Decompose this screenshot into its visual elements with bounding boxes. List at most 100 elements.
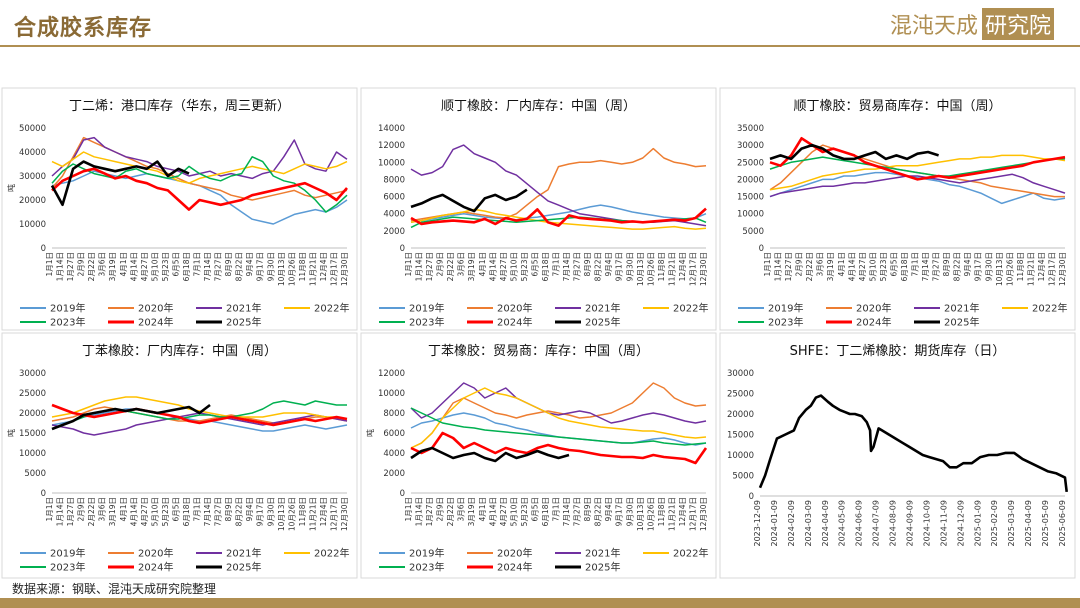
x-tick-label: 2月22日 — [446, 252, 455, 281]
x-tick-label: 8月22日 — [235, 497, 244, 526]
x-tick-label: 11月8日 — [657, 252, 666, 281]
legend-label-2024: 2024年 — [497, 316, 532, 329]
chart-panel-4: 丁苯橡胶：厂内库存：中国（周） 0 5000 10000 15000 20000 25000… — [1, 332, 358, 579]
chart-panel-1: 丁二烯：港口库存（华东，周三更新） 0 10000 20000 30000 40000 50… — [1, 87, 358, 331]
x-tick-label: 2月9日 — [77, 252, 86, 277]
chart-title: 丁苯橡胶：贸易商：库存：中国（周） — [428, 343, 649, 359]
x-tick-label: 12月4日 — [319, 252, 328, 281]
y-axis-label: 吨 — [365, 429, 375, 437]
x-tick-label: 4月27日 — [858, 252, 867, 281]
legend-label-2023: 2023年 — [768, 316, 803, 329]
x-tick-label: 1月14日 — [56, 497, 65, 526]
x-tick-label: 7月1日 — [193, 497, 202, 522]
x-tick-label: 10月26日 — [287, 252, 296, 286]
x-tick-label: 12月17日 — [1047, 252, 1056, 286]
legend-label-2021: 2021年 — [944, 302, 979, 315]
legend-label-2025: 2025年 — [226, 561, 261, 574]
x-tick-label: 2月22日 — [446, 497, 455, 526]
chart-title: SHFE：丁二烯橡胶：期货库存（日） — [790, 343, 1006, 359]
x-tick-label: 12月30日 — [699, 497, 708, 531]
y-tick-label: 0 — [749, 492, 754, 502]
x-tick-label: 5月10日 — [150, 497, 159, 526]
x-tick-label: 9月30日 — [984, 252, 993, 281]
x-tick-label: 8月22日 — [594, 497, 603, 526]
x-tick-label: 8月22日 — [235, 252, 244, 281]
x-tick-label: 5月23日 — [161, 252, 170, 281]
x-tick-label: 8月9日 — [224, 252, 233, 277]
x-tick-label: 6月5日 — [171, 497, 180, 522]
x-tick-label: 7月1日 — [552, 252, 561, 277]
legend-label-2025: 2025年 — [585, 561, 620, 574]
series-line-2022 — [51, 151, 348, 184]
x-tick-label: 8月22日 — [953, 252, 962, 281]
x-tick-label: 11月21日 — [1026, 252, 1035, 286]
x-tick-label: 5月23日 — [520, 497, 529, 526]
series-line-2022 — [769, 154, 1066, 191]
x-tick-label: 6月5日 — [171, 252, 180, 277]
chart-panel-3: 顺丁橡胶：贸易商库存：中国（周） 0 5000 10000 15000 20000 2500… — [719, 87, 1076, 331]
chart-panel-6: SHFE：丁二烯橡胶：期货库存（日） 0 5000 10000 15000 20000 25… — [719, 332, 1076, 579]
x-tick-label: 7月14日 — [203, 252, 212, 281]
x-tick-label: 10月26日 — [646, 252, 655, 286]
x-tick-label: 3月19日 — [108, 252, 117, 281]
x-tick-label: 9月17日 — [256, 497, 265, 526]
x-tick-label: 12月4日 — [678, 497, 687, 526]
x-tick-label: 7月27日 — [573, 252, 582, 281]
x-tick-label: 2025-04-09 — [1024, 500, 1033, 547]
x-tick-label: 3月6日 — [98, 497, 107, 522]
x-tick-label: 4月27日 — [499, 252, 508, 281]
x-tick-label: 4月1日 — [478, 497, 487, 522]
x-tick-label: 5月10日 — [509, 497, 518, 526]
x-tick-label: 9月4日 — [245, 252, 254, 277]
x-tick-label: 1月27日 — [66, 252, 75, 281]
x-tick-label: 12月17日 — [688, 497, 697, 531]
x-tick-label: 9月4日 — [604, 497, 613, 522]
y-tick-label: 15000 — [737, 193, 764, 203]
y-tick-label: 0 — [400, 244, 405, 254]
x-tick-label: 6月5日 — [530, 497, 539, 522]
x-tick-label: 9月17日 — [256, 252, 265, 281]
x-tick-label: 1月27日 — [425, 252, 434, 281]
y-tick-label: 4000 — [383, 210, 405, 220]
y-tick-label: 30000 — [19, 172, 46, 182]
x-tick-label: 11月21日 — [667, 497, 676, 531]
x-tick-label: 7月14日 — [562, 252, 571, 281]
x-tick-label: 6月18日 — [900, 252, 909, 281]
legend-label-2023: 2023年 — [50, 316, 85, 329]
y-tick-label: 25000 — [19, 389, 46, 399]
y-tick-label: 20000 — [727, 410, 754, 420]
header: 合成胶系库存 混沌天成 研究院 — [0, 0, 1080, 47]
series-line-2025 — [51, 403, 211, 431]
chart-title: 丁二烯：港口库存（华东，周三更新） — [69, 98, 290, 114]
x-tick-label: 7月14日 — [921, 252, 930, 281]
x-tick-label: 12月17日 — [688, 252, 697, 286]
x-tick-label: 3月6日 — [457, 252, 466, 277]
x-tick-label: 5月10日 — [868, 252, 877, 281]
legend-label-2022: 2022年 — [314, 302, 349, 315]
x-tick-label: 9月30日 — [625, 252, 634, 281]
x-tick-label: 2024-11-09 — [939, 500, 948, 547]
legend-label-2022: 2022年 — [314, 547, 349, 560]
x-tick-label: 1月1日 — [45, 497, 54, 522]
x-tick-label: 9月17日 — [974, 252, 983, 281]
series-line-shfe — [758, 394, 1068, 493]
chart-title: 丁苯橡胶：厂内库存：中国（周） — [82, 343, 277, 359]
x-tick-label: 8月9日 — [942, 252, 951, 277]
x-tick-label: 12月30日 — [340, 497, 349, 531]
legend-label-2024: 2024年 — [138, 561, 173, 574]
chart-border — [1, 87, 358, 331]
footer-bar — [0, 598, 1080, 608]
x-tick-label: 10月13日 — [636, 252, 645, 286]
y-tick-label: 20000 — [19, 196, 46, 206]
series-line-2021 — [769, 173, 1066, 198]
series-line-2025 — [410, 188, 528, 213]
x-tick-label: 2024-03-09 — [804, 500, 813, 547]
x-tick-label: 9月4日 — [245, 497, 254, 522]
y-tick-label: 10000 — [378, 158, 405, 168]
legend-label-2023: 2023年 — [409, 561, 444, 574]
x-tick-label: 7月27日 — [932, 252, 941, 281]
x-tick-label: 1月27日 — [66, 497, 75, 526]
legend-label-2021: 2021年 — [226, 302, 261, 315]
y-tick-label: 6000 — [383, 429, 405, 439]
x-tick-label: 10月26日 — [646, 497, 655, 531]
